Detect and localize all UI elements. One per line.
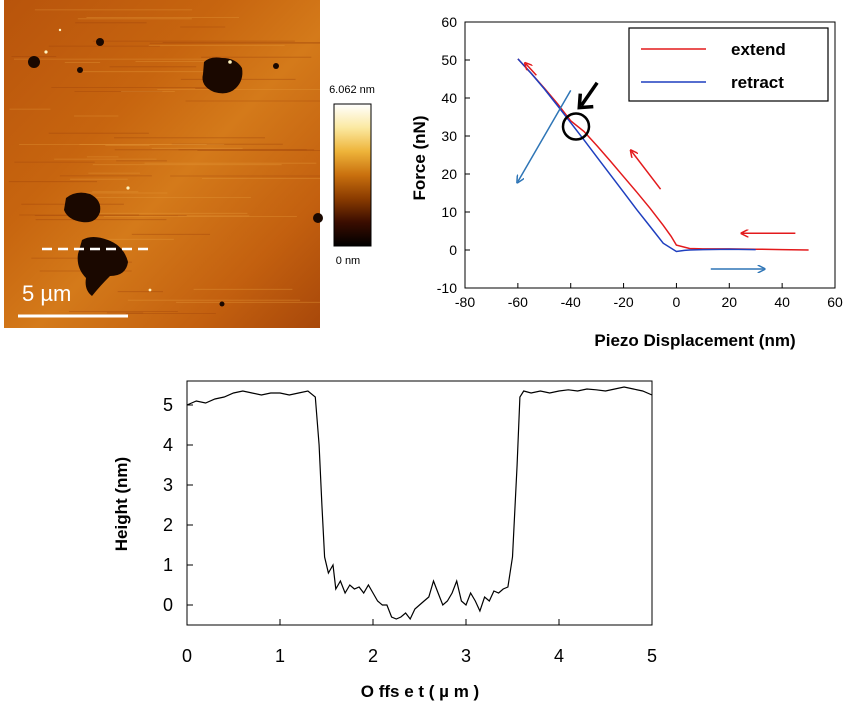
extend-top-arrow bbox=[526, 64, 537, 76]
afm-particle bbox=[58, 28, 62, 32]
scale-bar-label: 5 µm bbox=[22, 281, 71, 306]
height-y-axis-label: Height (nm) bbox=[112, 457, 131, 551]
legend-label-extend: extend bbox=[731, 40, 786, 59]
colorbar: 6.062 nm 0 nm bbox=[329, 84, 375, 267]
legend-box bbox=[628, 27, 829, 102]
extend-slope-arrow bbox=[632, 151, 662, 190]
height-y-tick-label: 1 bbox=[163, 555, 173, 575]
force-y-tick-label: 50 bbox=[441, 52, 457, 68]
retract-curve bbox=[517, 58, 756, 253]
detach-pointer-arrow bbox=[579, 81, 599, 107]
afm-hole bbox=[202, 57, 243, 94]
height-x-tick-label: 0 bbox=[182, 646, 192, 666]
afm-particles bbox=[44, 28, 232, 292]
colorbar-min-label: 0 nm bbox=[336, 255, 360, 267]
afm-particle bbox=[44, 50, 48, 54]
force-curve-chart: -80 -60 -40 -20 0 20 40 60 -10 0 10 20 30 40 50 60 exte… bbox=[410, 14, 843, 350]
detach-pointer-arrowhead bbox=[577, 93, 594, 110]
height-plot-frame bbox=[186, 380, 653, 626]
height-x-tick-label: 4 bbox=[554, 646, 564, 666]
afm-height-image: 5 µm bbox=[4, 0, 323, 328]
force-legend: extend retract bbox=[628, 27, 829, 102]
afm-hole bbox=[273, 63, 279, 69]
height-series bbox=[186, 386, 653, 621]
height-x-axis-label: O ffs e t ( µ m ) bbox=[361, 682, 479, 701]
force-axis-ticks: -80 -60 -40 -20 0 20 40 60 -10 0 10 20 30 40 50 60 bbox=[437, 14, 843, 310]
force-y-tick-label: 20 bbox=[441, 166, 457, 182]
force-x-tick-label: -40 bbox=[561, 294, 581, 310]
force-x-tick-label: -80 bbox=[455, 294, 475, 310]
afm-image-background bbox=[4, 0, 320, 328]
force-x-tick-label: 0 bbox=[673, 294, 681, 310]
height-x-tick-label: 5 bbox=[647, 646, 657, 666]
detach-point-circle bbox=[561, 112, 591, 141]
force-plot-frame bbox=[464, 21, 836, 289]
force-x-tick-label: 20 bbox=[721, 294, 737, 310]
force-y-tick-label: 10 bbox=[441, 204, 457, 220]
height-x-tick-label: 3 bbox=[461, 646, 471, 666]
afm-hole bbox=[77, 67, 83, 73]
force-y-tick-label: 0 bbox=[449, 242, 457, 258]
force-x-axis-label: Piezo Displacement (nm) bbox=[594, 331, 795, 350]
colorbar-max-label: 6.062 nm bbox=[329, 84, 375, 96]
height-y-tick-label: 2 bbox=[163, 515, 173, 535]
afm-hole bbox=[77, 237, 128, 296]
force-y-tick-label: -10 bbox=[437, 280, 457, 296]
height-profile-chart: 0 1 2 3 4 5 0 1 2 3 4 5 O ffs e t ( µ m ) Height (n… bbox=[112, 380, 657, 701]
afm-holes bbox=[28, 38, 323, 307]
approach-slope-arrow bbox=[518, 90, 572, 181]
height-y-tick-label: 3 bbox=[163, 475, 173, 495]
height-x-tick-label: 2 bbox=[368, 646, 378, 666]
height-y-tick-label: 4 bbox=[163, 435, 173, 455]
force-x-tick-label: 40 bbox=[774, 294, 790, 310]
afm-hole bbox=[64, 192, 101, 223]
height-y-tick-label: 5 bbox=[163, 395, 173, 415]
height-profile-line bbox=[186, 386, 653, 621]
afm-particle bbox=[126, 186, 130, 190]
force-y-axis-label: Force (nN) bbox=[410, 116, 429, 201]
legend-label-retract: retract bbox=[731, 73, 784, 92]
force-y-tick-label: 40 bbox=[441, 90, 457, 106]
force-x-tick-label: -60 bbox=[508, 294, 528, 310]
afm-hole bbox=[313, 213, 323, 223]
afm-hole bbox=[28, 56, 40, 68]
force-x-tick-label: -20 bbox=[613, 294, 633, 310]
force-series bbox=[517, 58, 809, 253]
force-y-tick-label: 60 bbox=[441, 14, 457, 30]
colorbar-gradient bbox=[333, 103, 372, 247]
afm-hole bbox=[96, 38, 104, 46]
force-x-tick-label: 60 bbox=[827, 294, 843, 310]
height-axis-ticks: 0 1 2 3 4 5 0 1 2 3 4 5 bbox=[163, 395, 657, 666]
height-x-tick-label: 1 bbox=[275, 646, 285, 666]
height-y-tick-label: 0 bbox=[163, 595, 173, 615]
afm-particle bbox=[148, 288, 152, 292]
force-annotations bbox=[518, 64, 796, 269]
afm-hole bbox=[219, 301, 225, 307]
force-y-tick-label: 30 bbox=[441, 128, 457, 144]
afm-particle bbox=[228, 60, 232, 64]
